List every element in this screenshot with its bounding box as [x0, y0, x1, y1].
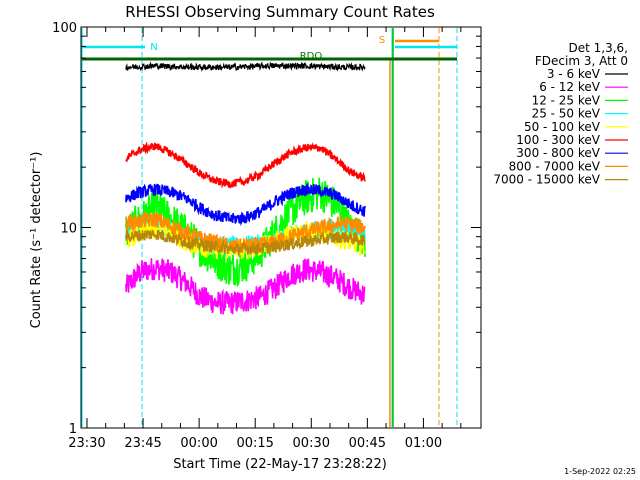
- annotation-label: S: [379, 35, 385, 46]
- legend-entry-label: 7000 - 15000 keV: [493, 173, 600, 187]
- annotation-label: N: [150, 42, 157, 53]
- timestamp: 1-Sep-2022 02:25: [564, 467, 636, 476]
- x-tick-label: 00:30: [293, 436, 330, 451]
- legend-entry-label: 6 - 12 keV: [539, 80, 601, 94]
- series-line: [125, 258, 366, 315]
- x-tick-label: 00:45: [349, 436, 386, 451]
- series-line: [125, 183, 366, 227]
- legend-entry-label: 300 - 800 keV: [516, 146, 600, 160]
- legend-entry-label: 800 - 7000 keV: [509, 159, 601, 173]
- legend-entry-label: 3 - 6 keV: [547, 67, 601, 81]
- x-axis-label: Start Time (22-May-17 23:28:22): [173, 457, 387, 472]
- legend-header-line-2: FDecim 3, Att 0: [535, 54, 628, 68]
- x-tick-label: 00:00: [180, 436, 217, 451]
- chart-title: RHESSI Observing Summary Count Rates: [125, 3, 435, 21]
- legend-entry-label: 100 - 300 keV: [516, 133, 600, 147]
- series-line: [125, 141, 366, 189]
- series-line: [125, 177, 366, 288]
- legend-entry-label: 25 - 50 keV: [532, 107, 601, 121]
- y-tick-label: 1: [69, 422, 77, 437]
- plot-area: N S RDO: [81, 28, 458, 427]
- axis-ticks: 23:30 23:45 00:00 00:15 00:30 00:45 01:00 1 10 10…: [52, 21, 481, 451]
- legend-entry-label: 12 - 25 keV: [532, 93, 601, 107]
- x-tick-label: 23:30: [68, 436, 105, 451]
- y-axis-label: Count Rate (s⁻¹ detector⁻¹): [29, 152, 44, 329]
- x-tick-label: 01:00: [405, 436, 442, 451]
- x-tick-label: 00:15: [236, 436, 273, 451]
- x-tick-label: 23:45: [124, 436, 161, 451]
- series-line: [125, 228, 366, 258]
- annotation-label: RDO: [300, 51, 323, 62]
- legend-header-line-1: Det 1,3,6,: [569, 41, 629, 55]
- legend-entry-label: 50 - 100 keV: [524, 120, 601, 134]
- y-tick-label: 10: [60, 222, 77, 237]
- series-line: [125, 61, 366, 72]
- y-tick-label: 100: [52, 21, 77, 36]
